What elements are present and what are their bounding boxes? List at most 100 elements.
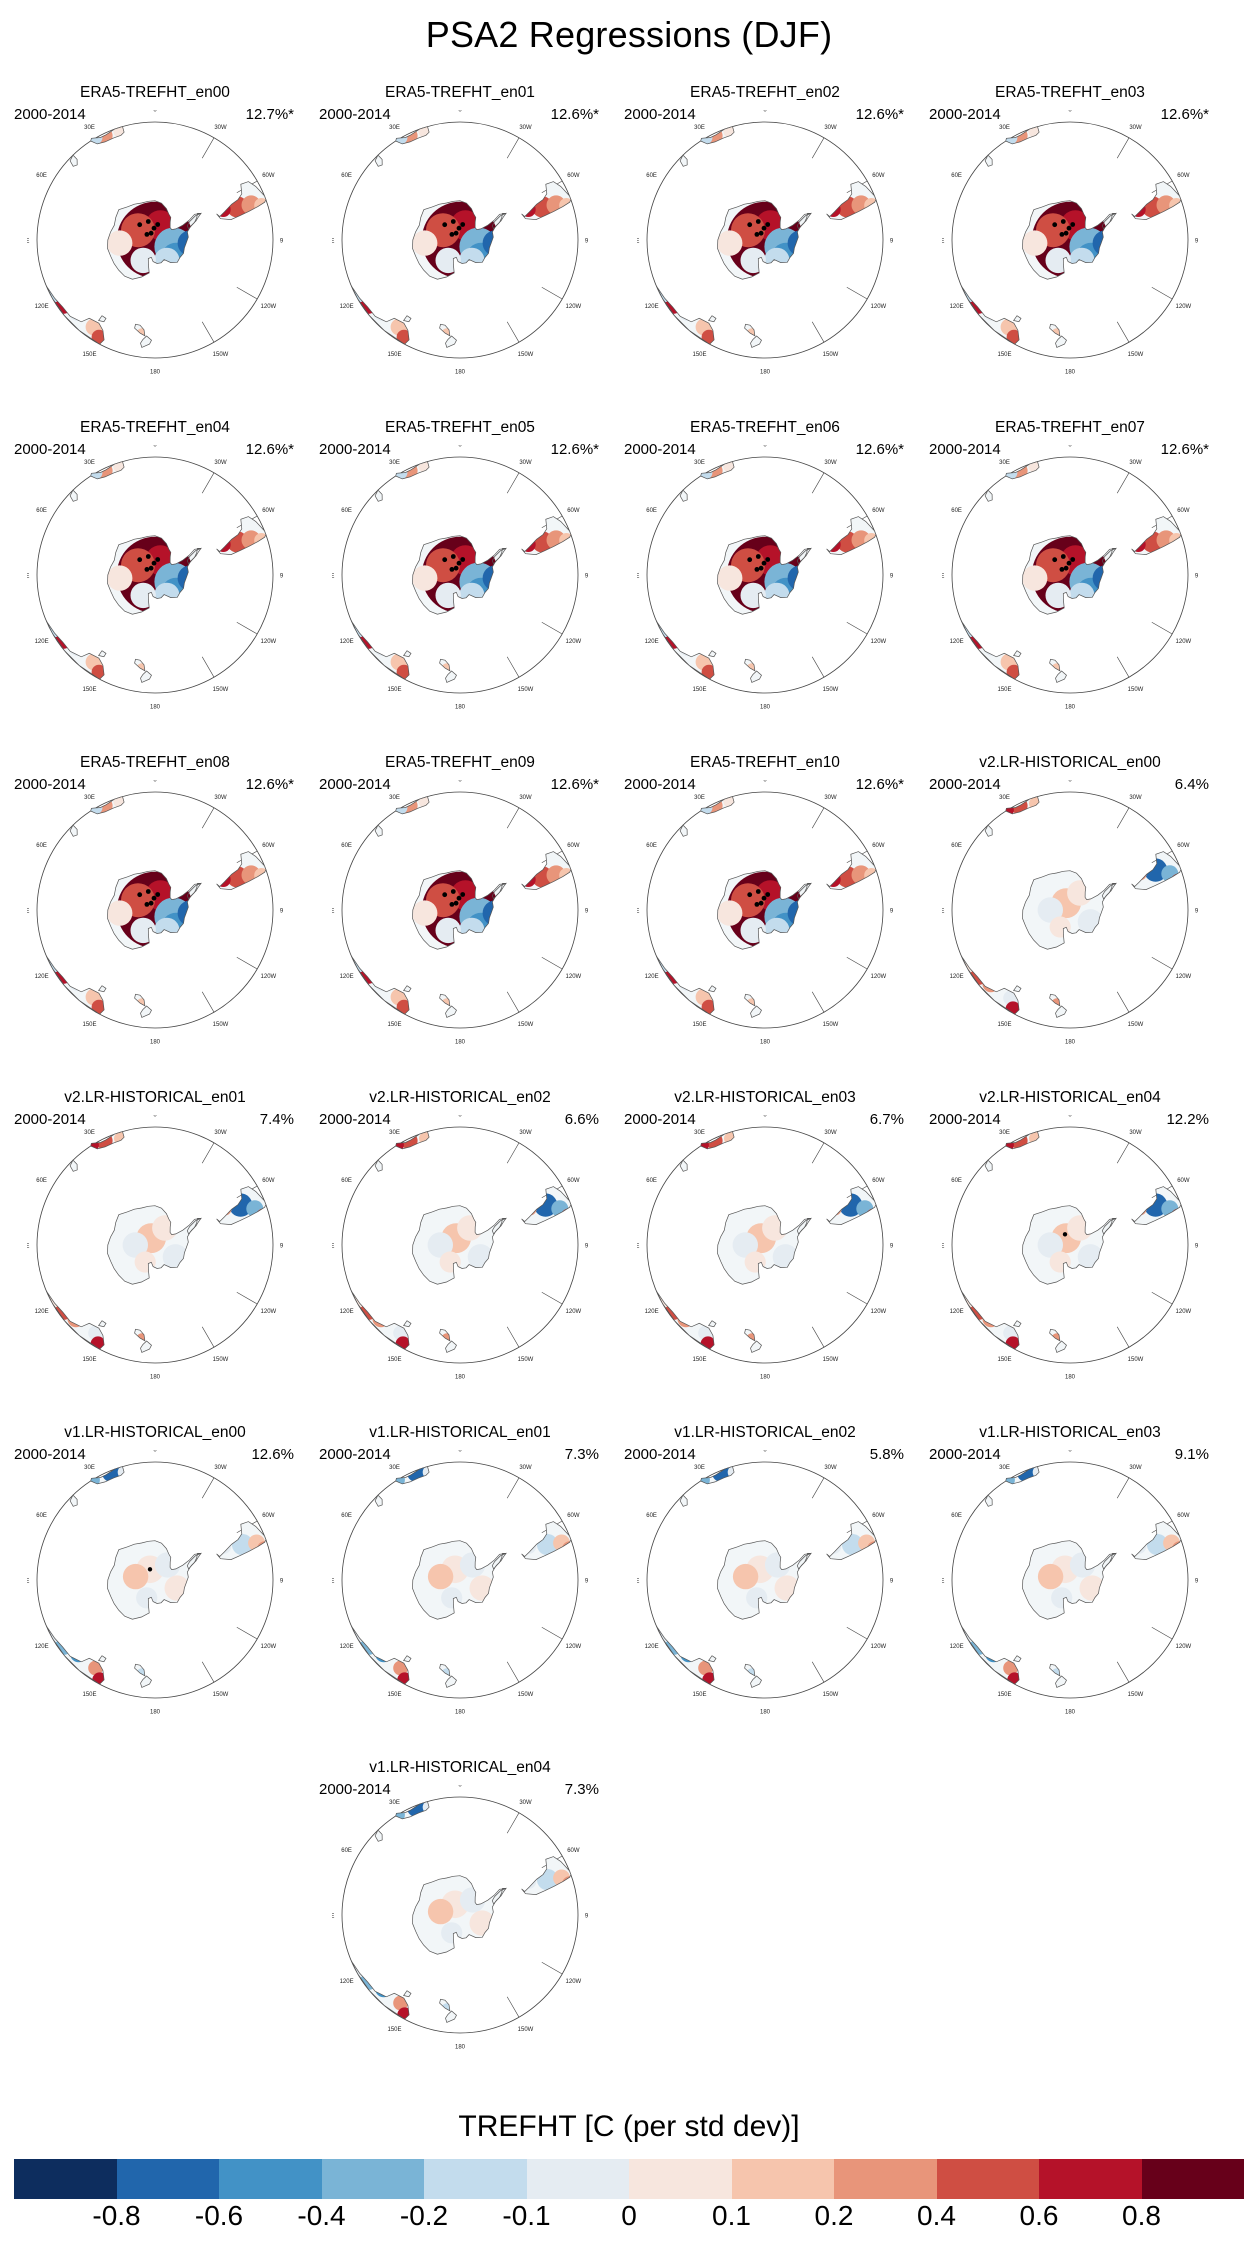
svg-text:60W: 60W [567,1178,580,1184]
svg-text:30W: 30W [1129,125,1142,131]
map-panel[interactable]: v1.LR-HISTORICAL_en02 2000-2014 5.8% 0 30E 60… [615,1424,915,1744]
svg-text:120W: 120W [261,974,277,980]
map-panel[interactable]: ERA5-TREFHT_en07 2000-2014 12.6%* 0 30E 60E 90… [920,419,1220,739]
map-panel[interactable]: v2.LR-HISTORICAL_en03 2000-2014 6.7% 0 30E 60… [615,1089,915,1409]
svg-text:0: 0 [763,1450,767,1453]
svg-text:150W: 150W [213,1022,229,1028]
svg-text:60W: 60W [262,508,275,514]
panel-variance-label: 12.6%* [550,106,599,123]
svg-text:0: 0 [763,1115,767,1118]
svg-text:90E: 90E [27,238,29,244]
svg-text:120E: 120E [645,304,659,310]
svg-text:180: 180 [760,1709,771,1715]
panel-period-label: 2000-2014 [624,106,696,123]
colorbar-tick-0: -0.8 [92,2200,141,2231]
map-panel[interactable]: v1.LR-HISTORICAL_en00 2000-2014 12.6% 0 30E 6… [5,1424,305,1744]
svg-text:150E: 150E [997,1357,1011,1363]
svg-text:120W: 120W [566,639,582,645]
panel-period-label: 2000-2014 [14,776,86,793]
map-panel[interactable]: v2.LR-HISTORICAL_en04 2000-2014 12.2% 0 30E 6… [920,1089,1220,1409]
svg-text:150W: 150W [1128,1022,1144,1028]
svg-text:60E: 60E [341,1848,352,1854]
svg-text:60W: 60W [872,1513,885,1519]
svg-text:180: 180 [1065,369,1076,375]
map-panel[interactable]: ERA5-TREFHT_en03 2000-2014 12.6%* 0 30E 60E 90… [920,84,1220,404]
svg-text:30W: 30W [519,460,532,466]
svg-text:30W: 30W [214,1130,227,1136]
svg-text:120W: 120W [1176,1309,1192,1315]
colorbar-tick-10: 0.8 [1122,2200,1161,2231]
panel-title: ERA5-TREFHT_en01 [385,84,535,101]
svg-text:30E: 30E [999,795,1010,801]
polar-stereographic-map: 0 30E 60E 90E 120E 150E 180 150W 120W 90W 60W 30W [332,1115,588,1405]
svg-text:150E: 150E [692,1692,706,1698]
svg-text:90W: 90W [890,1243,893,1249]
svg-text:120W: 120W [871,974,887,980]
map-panel[interactable]: v2.LR-HISTORICAL_en00 2000-2014 6.4% 0 30E 60… [920,754,1220,1074]
colorbar-title: TREFHT [C (per std dev)] [458,2110,800,2143]
svg-text:120W: 120W [1176,974,1192,980]
map-panel[interactable]: v2.LR-HISTORICAL_en02 2000-2014 6.6% 0 30E 60… [310,1089,610,1409]
map-panel[interactable]: ERA5-TREFHT_en04 2000-2014 12.6%* 0 30E 60E 90… [5,419,305,739]
polar-stereographic-map: 0 30E 60E 90E 120E 150E 180 150W 120W 90W 60W 30W [942,110,1198,400]
svg-text:150W: 150W [1128,352,1144,358]
map-panel[interactable]: ERA5-TREFHT_en09 2000-2014 12.6%* 0 30E 60E 90… [310,754,610,1074]
svg-text:90E: 90E [332,908,334,914]
colorbar[interactable] [14,2159,1244,2199]
svg-text:120E: 120E [35,1644,49,1650]
svg-text:0: 0 [763,110,767,113]
panel-variance-label: 5.8% [869,1446,904,1463]
svg-text:0: 0 [458,780,462,783]
panel-period-label: 2000-2014 [319,1781,391,1798]
panel-title: v2.LR-HISTORICAL_en00 [979,754,1161,771]
svg-text:30E: 30E [694,795,705,801]
polar-stereographic-map: 0 30E 60E 90E 120E 150E 180 150W 120W 90W 60W 30W [27,780,283,1070]
svg-text:90W: 90W [890,573,893,579]
panel-title: ERA5-TREFHT_en08 [80,754,230,771]
svg-text:90E: 90E [637,238,639,244]
colorbar-segment-6 [629,2159,732,2199]
svg-text:30W: 30W [1129,460,1142,466]
svg-text:90E: 90E [637,1243,639,1249]
svg-text:60E: 60E [646,1513,657,1519]
svg-text:90E: 90E [942,908,944,914]
map-panel[interactable]: v1.LR-HISTORICAL_en01 2000-2014 7.3% 0 30E 60… [310,1424,610,1744]
svg-text:120W: 120W [261,304,277,310]
svg-text:0: 0 [458,445,462,448]
svg-text:60W: 60W [262,1513,275,1519]
svg-text:150W: 150W [518,1022,534,1028]
svg-text:150W: 150W [518,687,534,693]
svg-text:60W: 60W [1177,1178,1190,1184]
map-panel[interactable]: v1.LR-HISTORICAL_en03 2000-2014 9.1% 0 30E 60… [920,1424,1220,1744]
panel-variance-label: 12.6%* [550,441,599,458]
svg-text:30W: 30W [519,125,532,131]
svg-text:180: 180 [1065,704,1076,710]
svg-text:60E: 60E [646,173,657,179]
polar-stereographic-map: 0 30E 60E 90E 120E 150E 180 150W 120W 90W 60W 30W [637,445,893,735]
svg-text:60E: 60E [646,1178,657,1184]
svg-text:60W: 60W [567,1848,580,1854]
map-panel[interactable]: ERA5-TREFHT_en08 2000-2014 12.6%* 0 30E 60E 90… [5,754,305,1074]
map-panel[interactable]: v2.LR-HISTORICAL_en01 2000-2014 7.4% 0 30E 60… [5,1089,305,1409]
svg-text:30W: 30W [519,795,532,801]
svg-text:120W: 120W [871,639,887,645]
svg-text:30W: 30W [214,1465,227,1471]
panel-variance-label: 6.4% [1174,776,1209,793]
svg-text:90E: 90E [332,1913,334,1919]
map-panel[interactable]: ERA5-TREFHT_en02 2000-2014 12.6%* 0 30E 60E 90… [615,84,915,404]
map-panel[interactable]: ERA5-TREFHT_en05 2000-2014 12.6%* 0 30E 60E 90… [310,419,610,739]
map-panel[interactable]: ERA5-TREFHT_en06 2000-2014 12.6%* 0 30E 60E 90… [615,419,915,739]
map-panel[interactable]: v1.LR-HISTORICAL_en04 2000-2014 7.3% 0 30E 60… [310,1759,610,2079]
panel-title: v2.LR-HISTORICAL_en02 [369,1089,551,1106]
svg-text:30E: 30E [389,1130,400,1136]
svg-text:180: 180 [1065,1709,1076,1715]
map-panel[interactable]: ERA5-TREFHT_en00 2000-2014 12.7%* 0 30E 60E 90… [5,84,305,404]
svg-text:150E: 150E [692,352,706,358]
svg-text:120E: 120E [950,974,964,980]
svg-text:90E: 90E [27,573,29,579]
svg-text:60E: 60E [341,1513,352,1519]
map-panel[interactable]: ERA5-TREFHT_en10 2000-2014 12.6%* 0 30E 60E 90… [615,754,915,1074]
panel-variance-label: 12.6% [251,1446,294,1463]
map-panel[interactable]: ERA5-TREFHT_en01 2000-2014 12.6%* 0 30E 60E 90… [310,84,610,404]
svg-text:150E: 150E [997,352,1011,358]
